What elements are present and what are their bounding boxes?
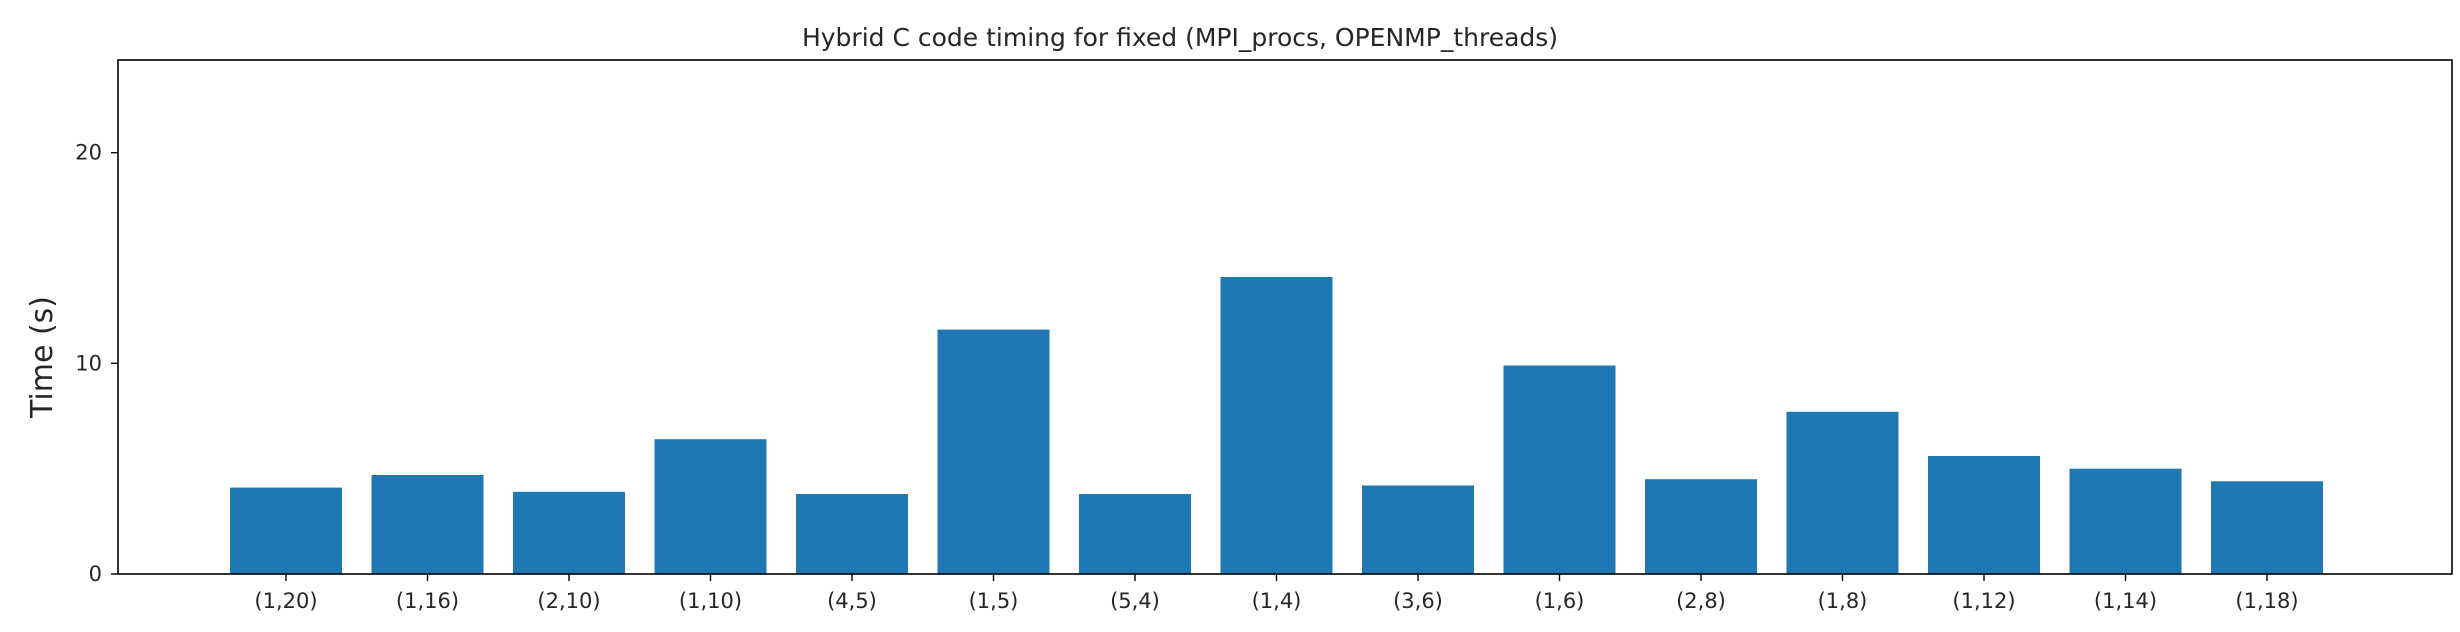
x-tick-label-13: (1,14) xyxy=(2094,589,2157,613)
bar-8 xyxy=(1362,485,1474,574)
bar-2 xyxy=(513,491,625,574)
bar-4 xyxy=(796,494,908,574)
bar-6 xyxy=(1079,494,1191,574)
chart-title: Hybrid C code timing for fixed (MPI_proc… xyxy=(802,23,1558,52)
x-tick-label-10: (2,8) xyxy=(1676,589,1726,613)
x-tick-label-1: (1,16) xyxy=(396,589,459,613)
x-tick-label-8: (3,6) xyxy=(1393,589,1443,613)
y-tick-label-1: 10 xyxy=(75,351,102,375)
x-tick-label-0: (1,20) xyxy=(254,589,317,613)
y-axis: 0 10 20 xyxy=(75,141,118,586)
x-axis: (1,20) (1,16) (2,10) (1,10) (4,5) (1,5) (5,4) (… xyxy=(254,574,2299,613)
x-tick-label-6: (5,4) xyxy=(1110,589,1160,613)
bar-5 xyxy=(937,329,1050,574)
x-tick-label-5: (1,5) xyxy=(969,589,1019,613)
y-tick-label-2: 20 xyxy=(75,141,102,165)
y-tick-label-0: 0 xyxy=(89,562,102,586)
bar-14 xyxy=(2211,481,2323,574)
bar-11 xyxy=(1786,411,1899,574)
bar-7 xyxy=(1220,277,1333,574)
bar-1 xyxy=(371,475,484,574)
bar-10 xyxy=(1645,479,1757,574)
bar-3 xyxy=(654,439,767,574)
x-tick-label-7: (1,4) xyxy=(1252,589,1302,613)
plot-frame xyxy=(117,59,2453,575)
bars-layer xyxy=(230,277,2323,574)
bar-12 xyxy=(1928,456,2040,574)
x-tick-label-12: (1,12) xyxy=(1952,589,2015,613)
x-tick-label-9: (1,6) xyxy=(1535,589,1585,613)
bar-13 xyxy=(2069,468,2182,574)
bar-0 xyxy=(230,487,342,574)
x-tick-label-2: (2,10) xyxy=(537,589,600,613)
x-tick-label-11: (1,8) xyxy=(1818,589,1868,613)
y-axis-label: Time (s) xyxy=(25,296,60,419)
x-tick-label-3: (1,10) xyxy=(679,589,742,613)
x-tick-label-4: (4,5) xyxy=(827,589,877,613)
bar-9 xyxy=(1503,365,1616,574)
x-tick-label-14: (1,18) xyxy=(2235,589,2298,613)
